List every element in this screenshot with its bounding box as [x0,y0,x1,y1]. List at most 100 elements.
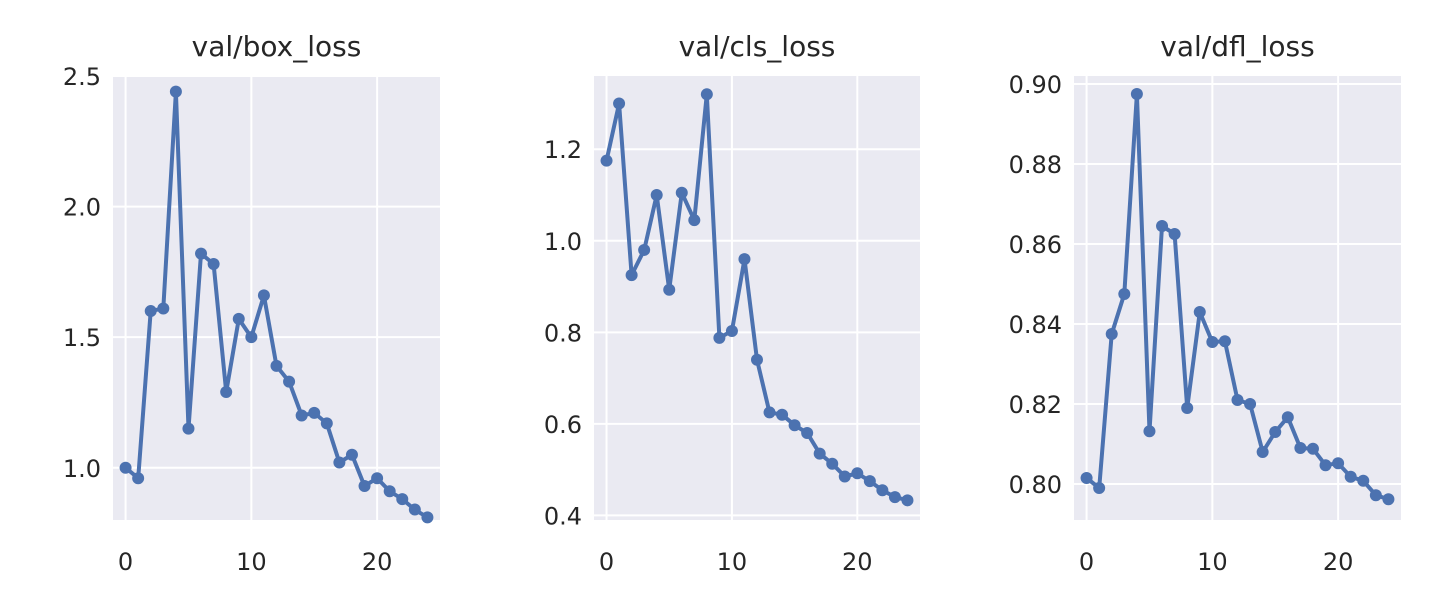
data-point [1269,426,1282,438]
data-point [1294,442,1307,454]
x-tick-label: 0 [118,548,133,576]
data-point [763,406,776,419]
data-point [396,493,409,506]
plot-area [113,76,440,520]
data-point [257,289,270,302]
y-tick-label: 0.82 [1009,391,1062,419]
data-point [132,472,145,485]
data-point [270,359,283,372]
y-tick-label: 0.80 [1009,471,1062,499]
y-tick-label: 1.0 [544,228,582,256]
data-point [1093,482,1106,494]
data-point [182,422,195,435]
data-point [725,324,738,337]
data-point [638,243,651,256]
x-tick-label: 20 [362,548,393,576]
data-point [826,457,839,470]
plot-area [594,76,920,520]
x-tick-label: 20 [842,548,873,576]
panel-cls-loss: val/cls_loss 0 10 20 0.4 0.6 0.8 1.0 1.2 [544,30,920,576]
data-point [1319,459,1332,472]
data-point [308,406,321,419]
data-point [688,214,701,227]
data-point [1357,474,1370,487]
data-point [600,154,613,167]
data-point [901,494,914,507]
data-point [1306,442,1319,455]
data-point [371,472,384,485]
data-point [813,447,826,460]
data-point [1256,446,1269,458]
y-tick-label: 0.90 [1009,71,1062,99]
data-point [788,419,801,432]
data-point [320,417,333,430]
y-tick-label: 1.0 [63,455,101,483]
data-point [888,491,901,504]
y-tick-label: 2.5 [63,63,101,91]
data-point [1382,493,1395,506]
data-point [295,409,308,422]
data-point [1344,470,1357,483]
data-point [1143,425,1156,438]
panel-box-loss: val/box_loss 0 10 20 1.0 1.5 2.0 2.5 [63,30,440,576]
data-point [232,312,245,325]
data-point [776,408,789,421]
y-tick-label: 2.0 [63,194,101,222]
panel-dfl-loss: val/dfl_loss 0 10 20 0.80 0.82 0.84 0.86 0.88 0.… [1009,30,1401,576]
y-tick-label: 1.5 [63,324,101,352]
y-tick-label: 0.88 [1009,151,1062,179]
data-point [1168,228,1181,240]
data-point [119,461,132,474]
data-point [863,475,876,488]
data-point [1118,288,1131,300]
data-point [650,189,663,202]
x-tick-label: 0 [1079,548,1094,576]
data-point [1130,88,1143,100]
y-tick-label: 0.6 [544,411,582,439]
y-tick-label: 0.84 [1009,311,1062,339]
panel-title: val/dfl_loss [1160,30,1314,63]
data-point [675,186,688,199]
data-point [345,448,358,461]
y-tick-label: 1.2 [544,136,582,164]
data-point [625,269,638,282]
data-point [1181,402,1194,414]
data-point [613,97,626,110]
data-point [1193,306,1206,318]
x-tick-label: 0 [599,548,614,576]
panel-title: val/cls_loss [679,30,836,63]
data-point [1218,335,1231,348]
data-point [421,511,434,524]
data-point [1080,472,1093,484]
data-point [1244,398,1257,410]
data-point [408,503,421,516]
y-tick-label: 0.86 [1009,231,1062,259]
data-point [851,467,864,480]
data-point [144,305,157,318]
y-tick-label: 0.4 [544,502,582,530]
data-point [838,470,851,483]
data-point [1369,489,1382,502]
data-point [157,302,170,315]
data-point [1156,220,1169,232]
data-point [876,484,889,497]
y-tick-label: 0.8 [544,319,582,347]
x-tick-label: 10 [236,548,267,576]
data-point [207,258,220,271]
data-point [169,85,182,98]
data-point [801,427,814,440]
data-point [713,331,726,344]
data-point [333,456,346,469]
data-point [700,88,713,101]
data-point [245,331,258,344]
data-point [358,480,371,493]
data-point [1105,328,1118,340]
data-point [195,247,208,260]
data-point [220,386,233,399]
data-point [283,375,296,388]
data-point [1281,411,1294,424]
data-point [751,353,763,366]
x-tick-label: 10 [1197,548,1228,576]
data-point [1231,394,1244,406]
